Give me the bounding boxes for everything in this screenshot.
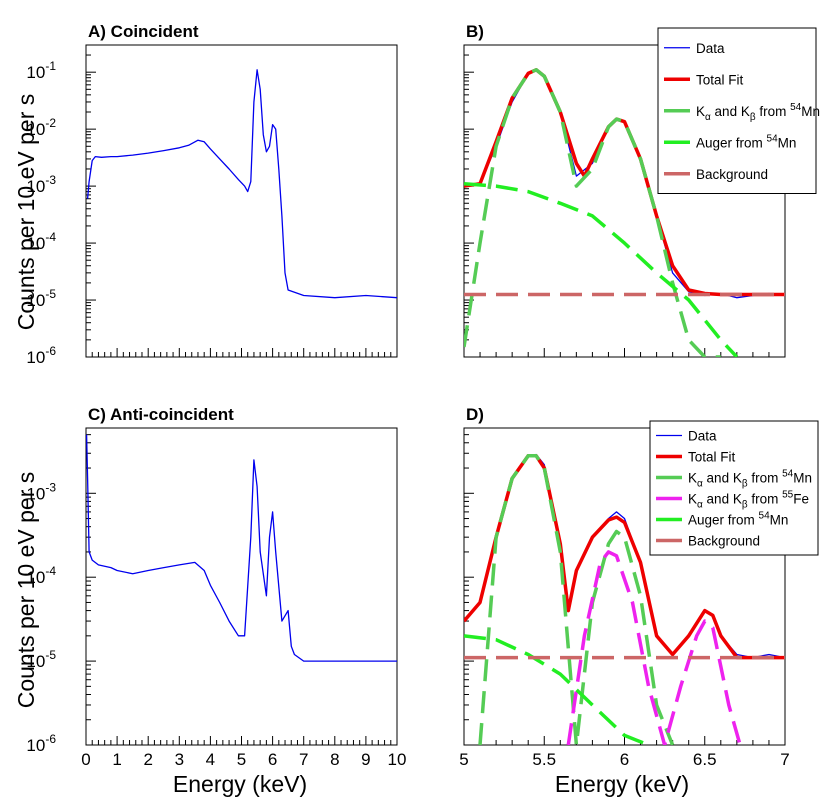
panel-d-series-k-and-k-from-54mn <box>478 454 675 745</box>
x-axis-title-left: Energy (keV) <box>173 771 307 797</box>
panel-b-legend-label-total-fit: Total Fit <box>696 72 744 87</box>
panel-d-x-tick-label: 6.5 <box>693 750 717 769</box>
panel-c-x-tick-label: 7 <box>299 750 308 769</box>
panel-b-legend-label-k-and-k-from-54mn: Kα and Kβ from 54Mn <box>696 102 820 123</box>
panel-d-x-tick-label: 6 <box>620 750 629 769</box>
panel-d-x-tick-label: 7 <box>780 750 789 769</box>
panel-c: C) Anti-coincident 0 1 2 3 4 5 6 7 8 9 10 10-6 10-5 1… <box>26 405 406 769</box>
panel-b-legend-label-auger-from-54mn: Auger from 54Mn <box>696 133 796 150</box>
panel-d-legend-label-k-and-k-from-54mn: Kα and Kβ from 54Mn <box>688 469 812 490</box>
panel-c-y-tick-label: 10-5 <box>26 648 56 671</box>
panel-c-x-tick-label: 0 <box>81 750 90 769</box>
panel-a-y-tick-label: 10-5 <box>26 287 56 310</box>
panel-b-series-auger-from-54mn <box>464 181 739 357</box>
panel-a-series-data-0 <box>86 69 397 299</box>
plot-area-b: Data Total Fit Kα and Kβ from 54Mn Auger fr… <box>463 27 820 358</box>
panel-a-y-tick-label: 10-6 <box>26 344 56 367</box>
panel-d-legend-label-total-fit: Total Fit <box>688 450 736 465</box>
panel-d-legend-label-auger-from-54mn: Auger from 54Mn <box>688 511 788 528</box>
panel-b-title: B) <box>466 22 484 41</box>
panel-a-frame <box>85 44 398 358</box>
panel-a-y-tick-label: 10-4 <box>26 230 56 253</box>
panel-d: D) 5 5.5 6 6.5 7 Data Total Fit Kα and Kβ from … <box>459 405 819 769</box>
panel-c-x-tick-label: 1 <box>112 750 121 769</box>
plot-area-c: 0 1 2 3 4 5 6 7 8 9 10 10-6 10-5 10-4 10-3 <box>26 427 407 769</box>
panel-c-x-tick-label: 2 <box>143 750 152 769</box>
y-axis-title-top: Counts per 10 eV per s <box>13 94 39 331</box>
panel-c-x-tick-label: 9 <box>361 750 370 769</box>
panel-c-x-tick-label: 4 <box>206 750 215 769</box>
panel-d-x-tick-label: 5.5 <box>532 750 556 769</box>
panel-c-y-tick-label: 10-6 <box>26 732 56 755</box>
panel-c-series-data-0 <box>86 434 397 662</box>
panel-a: A) Coincident 10-6 10-5 10-4 10-3 10-2 10-1 <box>26 22 398 367</box>
panel-d-legend-label-data: Data <box>688 429 717 444</box>
panel-a-y-tick-label: 10-1 <box>26 59 56 82</box>
panel-d-x-tick-label: 5 <box>459 750 468 769</box>
panel-d-title: D) <box>466 405 484 424</box>
panel-d-legend-label-k-and-k-from-55fe: Kα and Kβ from 55Fe <box>688 490 809 511</box>
panel-a-y-tick-label: 10-2 <box>26 116 56 139</box>
panel-c-y-tick-label: 10-4 <box>26 564 56 587</box>
plot-area-d: 5 5.5 6 6.5 7 Data Total Fit Kα and Kβ from 54M… <box>459 420 819 769</box>
panel-c-title: C) Anti-coincident <box>88 405 234 424</box>
panel-b-legend-label-background: Background <box>696 167 768 182</box>
panel-b-legend: Data Total Fit Kα and Kβ from 54Mn Auger fr… <box>657 27 820 194</box>
panel-c-x-tick-label: 3 <box>175 750 184 769</box>
panel-a-title: A) Coincident <box>88 22 199 41</box>
panel-d-legend-box <box>649 420 819 556</box>
panel-c-x-tick-label: 10 <box>388 750 407 769</box>
x-axis-title-right: Energy (keV) <box>555 771 689 797</box>
panel-c-y-tick-label: 10-3 <box>26 480 56 503</box>
panel-a-y-tick-label: 10-3 <box>26 173 56 196</box>
panel-d-series-k-and-k-from-55fe <box>566 550 742 745</box>
plot-area-a: 10-6 10-5 10-4 10-3 10-2 10-1 <box>26 44 398 367</box>
panel-b: B) Data Total Fit Kα and Kβ from 54Mn Auger… <box>463 22 820 358</box>
panel-c-x-tick-label: 8 <box>330 750 339 769</box>
panel-c-frame <box>85 427 398 746</box>
panel-c-x-tick-label: 5 <box>237 750 246 769</box>
panel-d-legend-label-background: Background <box>688 534 760 549</box>
panel-d-series-auger-from-54mn <box>464 634 650 745</box>
panel-b-series-k-and-k-from-54mn <box>464 68 721 357</box>
panel-c-x-tick-label: 6 <box>268 750 277 769</box>
y-axis-title-bottom: Counts per 10 eV per s <box>13 472 39 709</box>
panel-b-legend-label-data: Data <box>696 41 725 56</box>
